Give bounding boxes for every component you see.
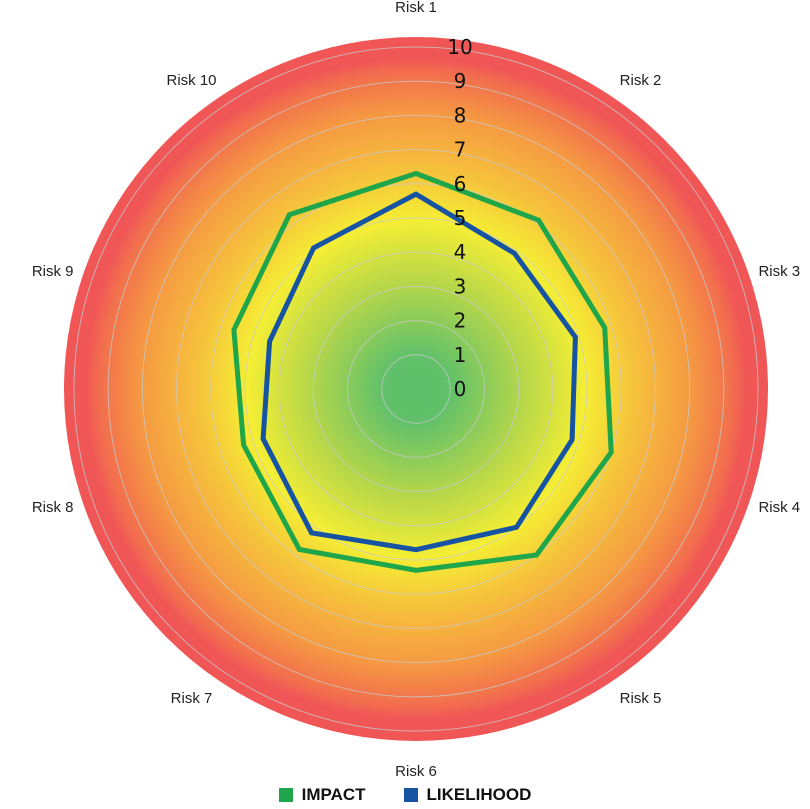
tick-label: 4 (454, 240, 467, 264)
axis-label-risk-5: Risk 5 (620, 690, 662, 707)
grid-ring (381, 354, 451, 424)
grid-rings (73, 46, 759, 732)
grid-ring (312, 285, 520, 493)
grid-ring (141, 114, 691, 664)
tick-label: 1 (454, 343, 467, 367)
axis-label-risk-7: Risk 7 (171, 690, 213, 707)
axis-label-risk-2: Risk 2 (620, 72, 662, 89)
tick-label: 5 (454, 206, 467, 230)
tick-label: 3 (454, 274, 467, 298)
legend-label-impact: IMPACT (301, 785, 366, 804)
tick-label: 7 (454, 138, 467, 162)
legend-swatch-likelihood (403, 788, 418, 802)
tick-label: 10 (447, 35, 472, 59)
grid-ring (278, 251, 554, 527)
tick-label: 9 (454, 69, 467, 93)
axis-labels: Risk 1 Risk 2 Risk 3 Risk 4 Risk 5 Risk 6 Risk… (32, 0, 800, 780)
legend: IMPACT LIKELIHOOD (0, 782, 810, 808)
risk-zone-background (64, 37, 768, 741)
grid-ring (107, 80, 725, 698)
series-layer (231, 170, 614, 573)
legend-label-likelihood: LIKELIHOOD (426, 785, 532, 804)
grid-ring (73, 46, 759, 732)
axis-label-risk-1: Risk 1 (395, 0, 437, 16)
grid-ring (210, 183, 622, 595)
radial-tick-labels: 0 1 2 3 4 5 6 7 8 9 10 (447, 35, 472, 401)
grid-ring (176, 149, 656, 629)
series-line-likelihood (260, 191, 578, 553)
tick-label: 6 (454, 172, 467, 196)
series-line-impact (231, 170, 614, 573)
grid-ring (347, 320, 485, 458)
legend-item-impact: IMPACT (278, 785, 366, 805)
axis-label-risk-3: Risk 3 (758, 263, 800, 280)
axis-label-risk-6: Risk 6 (395, 763, 437, 780)
tick-label: 0 (454, 377, 467, 401)
grid-ring (244, 217, 588, 561)
axis-label-risk-4: Risk 4 (758, 499, 800, 516)
tick-label: 2 (454, 309, 467, 333)
legend-swatch-impact (278, 788, 293, 802)
axis-label-risk-10: Risk 10 (166, 72, 216, 89)
axis-label-risk-9: Risk 9 (32, 263, 74, 280)
axis-label-risk-8: Risk 8 (32, 499, 74, 516)
tick-label: 8 (454, 103, 467, 127)
legend-item-likelihood: LIKELIHOOD (403, 785, 532, 805)
